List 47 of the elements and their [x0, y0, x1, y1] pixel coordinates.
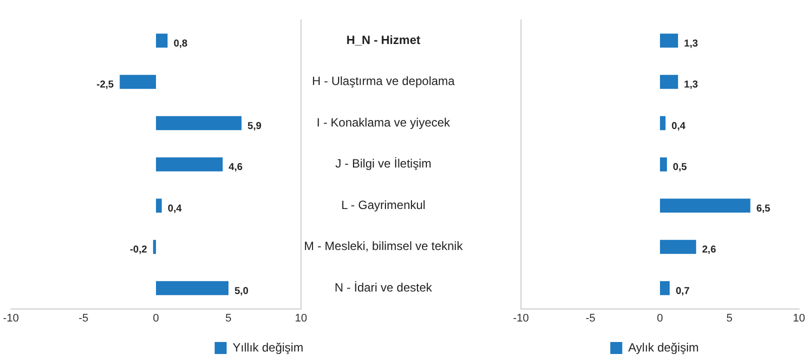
y-tick-label: L - Gayrimenkul: [341, 198, 426, 212]
bar: [660, 74, 678, 89]
x-tick-label: 10: [792, 312, 806, 324]
y-tick-label: I - Konaklama ve yiyecek: [316, 115, 452, 130]
data-label: 1,3: [684, 80, 698, 91]
x-tick-label: 0: [656, 312, 664, 324]
y-tick-label: H - Ulaştırma ve depolama: [312, 74, 456, 88]
bar: [153, 240, 156, 254]
bar: [156, 157, 223, 172]
bar: [660, 157, 667, 172]
x-tick-label: 5: [726, 312, 733, 324]
bar: [156, 281, 228, 296]
data-label: 0,8: [174, 38, 188, 50]
x-tick-label: -10: [2, 312, 19, 324]
y-tick-label: N - İdari ve destek: [334, 280, 434, 294]
y-tick-label: H_N - Hizmet: [346, 32, 420, 47]
y-tick-label: M - Mesleki, bilimsel ve teknik: [304, 239, 464, 254]
bar: [660, 198, 750, 213]
bar: [660, 34, 678, 48]
x-tick-label: -5: [78, 312, 88, 324]
legend-label: Aylık değişim: [628, 340, 699, 354]
x-tick-label: -5: [586, 312, 596, 324]
data-label: 0,5: [672, 162, 688, 174]
x-tick-label: -10: [512, 312, 529, 324]
y-tick-label: J - Bilgi ve İletişim: [335, 156, 432, 171]
data-label: 0,4: [168, 203, 182, 214]
data-label: 2,6: [702, 244, 716, 256]
data-label: -0,2: [130, 244, 148, 256]
data-label: 6,5: [756, 203, 771, 214]
bar: [660, 281, 670, 296]
data-label: 0,7: [676, 286, 690, 297]
x-tick-label: 5: [225, 312, 232, 324]
bar: [156, 34, 168, 48]
bar: [660, 240, 696, 254]
bar: [156, 198, 162, 213]
data-label: -2,5: [96, 80, 114, 91]
bar: [120, 74, 156, 89]
data-label: 1,3: [684, 38, 698, 50]
x-tick-label: 0: [152, 312, 160, 324]
data-label: 4,6: [228, 162, 244, 174]
data-label: 5,0: [234, 286, 249, 297]
legend-label: Yıllık değişim: [232, 340, 304, 354]
data-label: 0,4: [672, 120, 686, 132]
x-tick-label: 10: [294, 312, 308, 324]
bar: [156, 116, 242, 130]
bar: [660, 116, 666, 130]
data-label: 5,9: [248, 120, 262, 132]
